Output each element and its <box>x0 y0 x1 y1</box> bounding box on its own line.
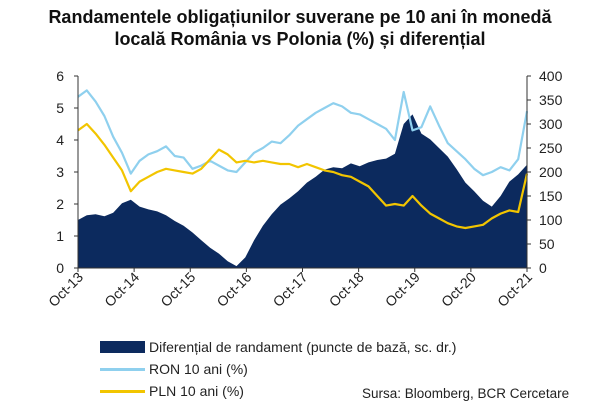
right-tick-label: 250 <box>539 140 563 156</box>
right-tick-label: 150 <box>539 188 563 204</box>
right-tick-label: 350 <box>539 92 563 108</box>
yield-lines-layer <box>77 89 529 230</box>
spread-area-layer <box>78 114 527 269</box>
chart-title: Randamentele obligațiunilor suverane pe … <box>0 6 600 50</box>
x-tick-label: Oct-17 <box>270 269 311 310</box>
legend-label-ron: RON 10 ani (%) <box>149 361 248 377</box>
left-tick-label: 5 <box>56 100 64 116</box>
pln-line <box>77 122 529 230</box>
legend-item-spread: Diferențial de randament (puncte de bază… <box>100 336 456 358</box>
left-tick-label: 2 <box>56 196 64 212</box>
legend-item-ron: RON 10 ani (%) <box>100 358 456 380</box>
right-tick-label: 200 <box>539 164 563 180</box>
spread-area <box>78 114 527 269</box>
left-tick-label: 3 <box>56 164 64 180</box>
legend: Diferențial de randament (puncte de bază… <box>100 336 456 402</box>
right-tick-label: 400 <box>539 68 563 84</box>
legend-label-spread: Diferențial de randament (puncte de bază… <box>149 339 457 355</box>
chart-title-line-1: Randamentele obligațiunilor suverane pe … <box>48 7 552 27</box>
left-axis: 0 1 2 3 4 5 6 <box>56 68 79 276</box>
x-tick-label: Oct-20 <box>438 269 479 310</box>
legend-swatch-ron <box>100 367 145 371</box>
left-tick-label: 6 <box>56 68 64 84</box>
x-tick-label: Oct-19 <box>382 269 423 310</box>
x-tick-label: Oct-13 <box>45 269 86 310</box>
chart-title-line-2: locală România vs Polonia (%) și diferen… <box>114 29 486 49</box>
x-tick-label: Oct-18 <box>326 269 367 310</box>
left-tick-label: 4 <box>56 132 64 148</box>
legend-label-pln: PLN 10 ani (%) <box>149 383 244 399</box>
legend-swatch-pln <box>100 389 145 393</box>
right-tick-label: 0 <box>539 260 547 276</box>
right-tick-label: 300 <box>539 116 563 132</box>
ron-line <box>77 89 529 177</box>
legend-swatch-spread <box>100 341 145 353</box>
right-tick-label: 50 <box>539 236 555 252</box>
right-axis: 0 50 100 150 200 250 300 350 400 <box>526 68 563 276</box>
x-tick-label: Oct-21 <box>494 269 535 310</box>
left-tick-label: 0 <box>56 260 64 276</box>
left-tick-label: 1 <box>56 228 64 244</box>
right-tick-label: 100 <box>539 212 563 228</box>
x-axis: Oct-13 Oct-14 Oct-15 Oct-16 Oct-17 Oct-18 Oct-… <box>45 267 535 310</box>
x-tick-label: Oct-14 <box>101 269 142 310</box>
x-tick-label: Oct-16 <box>213 269 254 310</box>
x-tick-label: Oct-15 <box>157 269 198 310</box>
source-note: Sursa: Bloomberg, BCR Cercetare <box>362 386 570 401</box>
legend-item-pln: PLN 10 ani (%) <box>100 380 456 402</box>
